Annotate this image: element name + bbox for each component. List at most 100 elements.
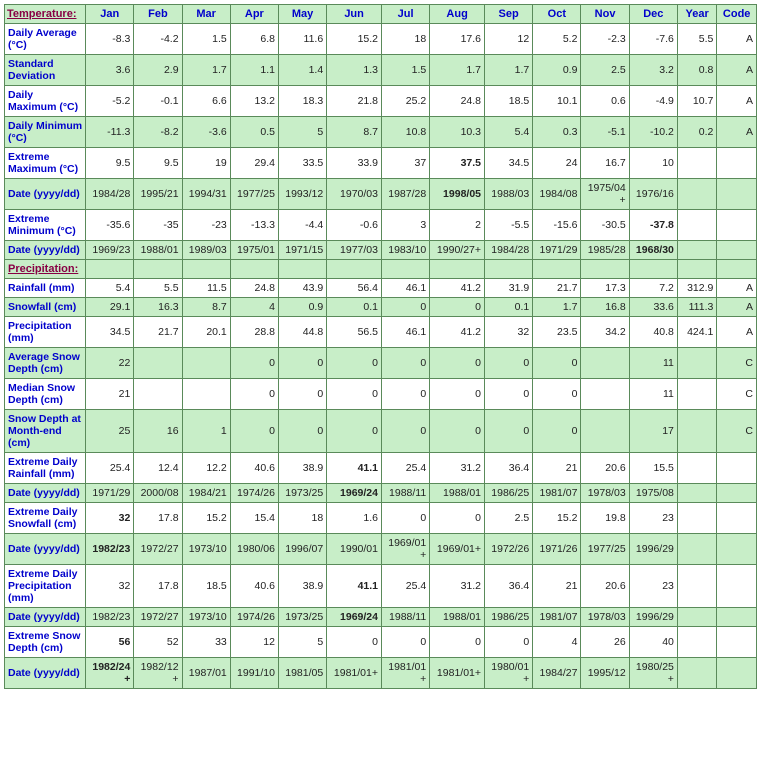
col-may: May	[278, 5, 326, 24]
cell: 0.9	[278, 298, 326, 317]
cell	[717, 484, 757, 503]
cell: 1988/11	[382, 484, 430, 503]
cell: 1977/25	[230, 179, 278, 210]
table-row: Extreme Daily Snowfall (cm)3217.815.215.…	[5, 503, 757, 534]
cell: -35.6	[86, 210, 134, 241]
cell: -5.2	[86, 86, 134, 117]
row-label: Date (yyyy/dd)	[5, 484, 86, 503]
cell: 20.6	[581, 453, 629, 484]
cell: 9.5	[134, 148, 182, 179]
cell: 41.1	[327, 565, 382, 608]
row-label: Date (yyyy/dd)	[5, 179, 86, 210]
cell	[717, 241, 757, 260]
cell: 41.2	[430, 317, 485, 348]
cell: 1988/03	[485, 179, 533, 210]
cell: 24	[533, 148, 581, 179]
cell: 1977/25	[581, 534, 629, 565]
cell: 3.2	[629, 55, 677, 86]
cell: 21.7	[134, 317, 182, 348]
cell: -3.6	[182, 117, 230, 148]
cell: 36.4	[485, 453, 533, 484]
cell: 1981/07	[533, 484, 581, 503]
cell: 0	[382, 379, 430, 410]
cell: -30.5	[581, 210, 629, 241]
row-label: Extreme Daily Rainfall (mm)	[5, 453, 86, 484]
cell: -4.9	[629, 86, 677, 117]
cell: 12.4	[134, 453, 182, 484]
cell: 20.6	[581, 565, 629, 608]
cell: 7.2	[629, 279, 677, 298]
cell: 1972/27	[134, 534, 182, 565]
row-label: Date (yyyy/dd)	[5, 658, 86, 689]
cell: 2.9	[134, 55, 182, 86]
cell: 1969/01+	[430, 534, 485, 565]
cell: 18.5	[182, 565, 230, 608]
row-label: Median Snow Depth (cm)	[5, 379, 86, 410]
table-row: Average Snow Depth (cm)22000000011C	[5, 348, 757, 379]
table-row: Date (yyyy/dd)1984/281995/211994/311977/…	[5, 179, 757, 210]
cell	[677, 608, 716, 627]
cell: 1975/04+	[581, 179, 629, 210]
cell: 1976/16	[629, 179, 677, 210]
cell: 10	[629, 148, 677, 179]
cell: 16.3	[134, 298, 182, 317]
cell: 25.4	[382, 565, 430, 608]
cell: 1974/26	[230, 608, 278, 627]
cell: 56.5	[327, 317, 382, 348]
cell: 0	[327, 379, 382, 410]
cell: 1977/03	[327, 241, 382, 260]
cell: 11	[629, 379, 677, 410]
cell: A	[717, 317, 757, 348]
cell: 0	[485, 379, 533, 410]
cell	[581, 379, 629, 410]
cell: 33.9	[327, 148, 382, 179]
cell	[717, 148, 757, 179]
cell: -7.6	[629, 24, 677, 55]
cell: 1995/21	[134, 179, 182, 210]
cell: 10.8	[382, 117, 430, 148]
cell: 12	[485, 24, 533, 55]
cell: 1984/08	[533, 179, 581, 210]
cell	[717, 453, 757, 484]
cell: A	[717, 24, 757, 55]
cell: 22	[86, 348, 134, 379]
cell: 10.3	[430, 117, 485, 148]
cell: -5.5	[485, 210, 533, 241]
empty-cell	[430, 260, 485, 279]
cell: 1988/01	[134, 241, 182, 260]
cell: 2000/08	[134, 484, 182, 503]
cell: 32	[485, 317, 533, 348]
cell: 19	[182, 148, 230, 179]
col-jul: Jul	[382, 5, 430, 24]
cell: 24.8	[230, 279, 278, 298]
table-row: Extreme Snow Depth (cm)56523312500004264…	[5, 627, 757, 658]
cell: 2.5	[581, 55, 629, 86]
cell: 1973/10	[182, 608, 230, 627]
cell: 41.1	[327, 453, 382, 484]
row-label: Date (yyyy/dd)	[5, 534, 86, 565]
cell: 23.5	[533, 317, 581, 348]
cell: 16	[134, 410, 182, 453]
cell: 0.1	[327, 298, 382, 317]
cell: 1978/03	[581, 608, 629, 627]
cell	[677, 379, 716, 410]
cell: 1986/25	[485, 608, 533, 627]
cell: 25.2	[382, 86, 430, 117]
empty-cell	[86, 260, 134, 279]
cell: 18	[278, 503, 326, 534]
cell: 1981/05	[278, 658, 326, 689]
row-label: Date (yyyy/dd)	[5, 241, 86, 260]
cell: 1969/24	[327, 484, 382, 503]
cell: 1983/10	[382, 241, 430, 260]
cell: 21	[86, 379, 134, 410]
cell: 1988/01	[430, 608, 485, 627]
cell: 0	[382, 410, 430, 453]
empty-cell	[230, 260, 278, 279]
cell: 29.1	[86, 298, 134, 317]
cell: -11.3	[86, 117, 134, 148]
cell: 32	[86, 503, 134, 534]
cell: 33.6	[629, 298, 677, 317]
cell: 37.5	[430, 148, 485, 179]
cell: 1975/08	[629, 484, 677, 503]
table-row: Date (yyyy/dd)1969/231988/011989/031975/…	[5, 241, 757, 260]
